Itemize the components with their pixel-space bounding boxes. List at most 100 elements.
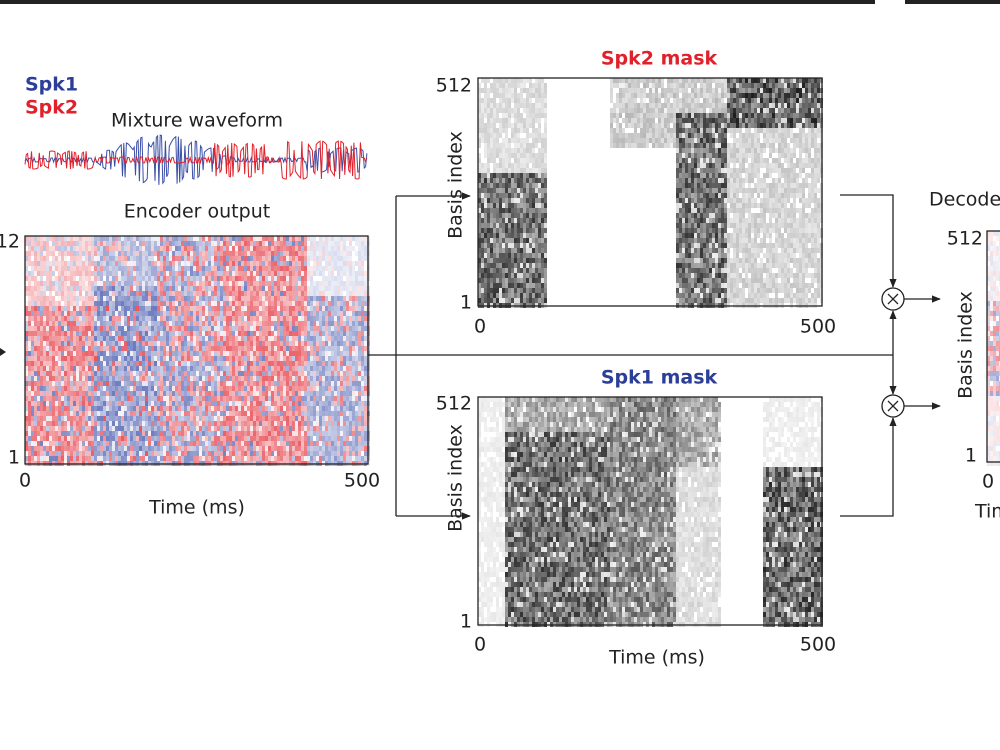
heatmap-cell (727, 253, 730, 258)
heatmap-cell (484, 447, 487, 452)
heatmap-cell (490, 133, 493, 138)
heatmap-cell (568, 612, 571, 617)
heatmap-cell (715, 163, 718, 168)
heatmap-cell (724, 128, 727, 133)
heatmap-cell (733, 283, 736, 288)
heatmap-cell (556, 502, 559, 507)
heatmap-cell (583, 542, 586, 547)
heatmap-cell (481, 532, 484, 537)
heatmap-cell (508, 557, 511, 562)
heatmap-cell (688, 103, 691, 108)
heatmap-cell (793, 183, 796, 188)
heatmap-cell (568, 567, 571, 572)
heatmap-cell (790, 123, 793, 128)
heatmap-cell (751, 288, 754, 293)
heatmap-cell (487, 93, 490, 98)
heatmap-cell (523, 562, 526, 567)
heatmap-cell (721, 168, 724, 173)
heatmap-cell (733, 173, 736, 178)
heatmap-cell (691, 113, 694, 118)
heatmap-cell (736, 83, 739, 88)
heatmap-cell (784, 123, 787, 128)
heatmap-cell (538, 612, 541, 617)
heatmap-cell (523, 522, 526, 527)
heatmap-cell (508, 263, 511, 268)
heatmap-cell (790, 88, 793, 93)
heatmap-cell (736, 208, 739, 213)
heatmap-cell (571, 592, 574, 597)
heatmap-cell (637, 88, 640, 93)
heatmap-cell (805, 123, 808, 128)
heatmap-cell (631, 103, 634, 108)
heatmap-cell (580, 487, 583, 492)
heatmap-cell (775, 98, 778, 103)
heatmap-cell (481, 517, 484, 522)
heatmap-cell (556, 507, 559, 512)
heatmap-cell (577, 407, 580, 412)
heatmap-cell (499, 592, 502, 597)
heatmap-cell (676, 228, 679, 233)
heatmap-cell (730, 288, 733, 293)
heatmap-cell (763, 288, 766, 293)
heatmap-cell (511, 188, 514, 193)
heatmap-cell (679, 128, 682, 133)
heatmap-cell (511, 198, 514, 203)
heatmap-cell (574, 522, 577, 527)
heatmap-cell (676, 273, 679, 278)
heatmap-cell (514, 248, 517, 253)
heatmap-cell (754, 153, 757, 158)
heatmap-cell (739, 228, 742, 233)
heatmap-cell (505, 612, 508, 617)
heatmap-cell (505, 417, 508, 422)
heatmap-cell (550, 567, 553, 572)
heatmap-cell (715, 83, 718, 88)
heatmap-cell (535, 502, 538, 507)
heatmap-cell (520, 487, 523, 492)
heatmap-cell (793, 253, 796, 258)
heatmap-cell (745, 78, 748, 83)
heatmap-cell (490, 507, 493, 512)
heatmap-cell (688, 208, 691, 213)
heatmap-cell (553, 542, 556, 547)
heatmap-cell (706, 128, 709, 133)
heatmap-cell (697, 228, 700, 233)
heatmap-cell (763, 78, 766, 83)
heatmap-cell (775, 208, 778, 213)
heatmap-cell (730, 118, 733, 123)
heatmap-cell (535, 293, 538, 298)
heatmap-cell (739, 248, 742, 253)
heatmap-cell (544, 397, 547, 402)
heatmap-cell (544, 457, 547, 462)
heatmap-cell (544, 447, 547, 452)
heatmap-cell (508, 477, 511, 482)
heatmap-cell (733, 88, 736, 93)
heatmap-cell (742, 113, 745, 118)
heatmap-cell (670, 88, 673, 93)
heatmap-cell (484, 128, 487, 133)
heatmap-cell (754, 298, 757, 303)
heatmap-cell (706, 153, 709, 158)
heatmap-cell (526, 402, 529, 407)
heatmap-cell (526, 158, 529, 163)
heatmap-cell (535, 243, 538, 248)
heatmap-cell (511, 163, 514, 168)
heatmap-cell (484, 482, 487, 487)
heatmap-cell (790, 98, 793, 103)
heatmap-cell (577, 537, 580, 542)
heatmap-cell (586, 522, 589, 527)
heatmap-cell (517, 502, 520, 507)
heatmap-cell (484, 123, 487, 128)
heatmap-cell (505, 163, 508, 168)
heatmap-cell (523, 422, 526, 427)
heatmap-cell (502, 128, 505, 133)
heatmap-cell (490, 462, 493, 467)
heatmap-cell (541, 407, 544, 412)
heatmap-cell (688, 193, 691, 198)
heatmap-cell (496, 602, 499, 607)
heatmap-cell (739, 218, 742, 223)
heatmap-cell (514, 233, 517, 238)
heatmap-cell (505, 153, 508, 158)
heatmap-cell (517, 397, 520, 402)
heatmap-cell (544, 258, 547, 263)
heatmap-cell (538, 487, 541, 492)
